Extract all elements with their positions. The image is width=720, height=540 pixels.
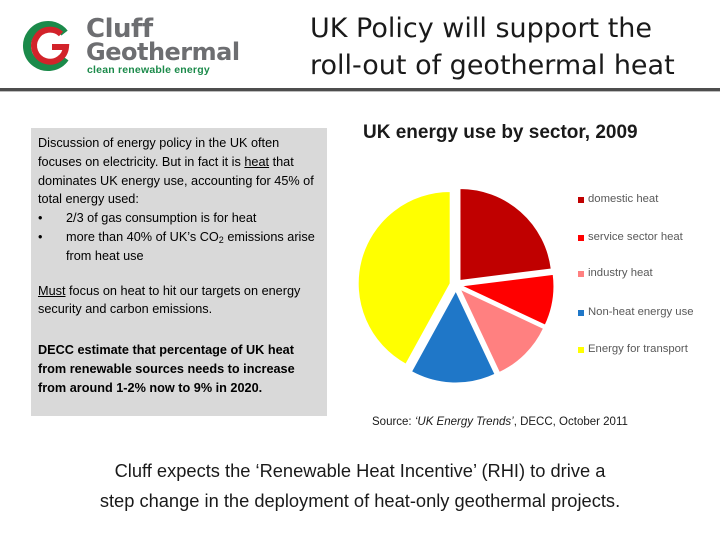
- slide-title: UK Policy will support the roll-out of g…: [310, 10, 710, 84]
- legend-label: Non-heat energy use: [588, 306, 694, 318]
- legend-swatch: [578, 271, 584, 277]
- legend-swatch: [578, 310, 584, 316]
- title-divider: [0, 88, 720, 91]
- chart-title: UK energy use by sector, 2009: [363, 122, 638, 143]
- pie-slice-industry-heat: [459, 288, 545, 374]
- pie-slice-domestic-heat: [459, 187, 552, 282]
- bullet-icon: •: [38, 229, 43, 244]
- focus-paragraph: Must focus on heat to hit our targets on…: [38, 282, 321, 320]
- legend-swatch: [578, 347, 584, 353]
- legend-label: domestic heat: [588, 193, 659, 205]
- cluff-geothermal-logo: Cluff Geothermal clean renewable energy: [22, 14, 262, 76]
- decc-estimate-paragraph: DECC estimate that percentage of UK heat…: [38, 343, 295, 395]
- rhi-statement-line-2: step change in the deployment of heat-on…: [99, 490, 621, 511]
- title-divider-shadow: [0, 91, 720, 92]
- legend-label: service sector heat: [588, 231, 683, 243]
- logo-mark-icon: [22, 20, 73, 71]
- energy-use-pie-chart: [357, 187, 555, 384]
- bullet-icon: •: [38, 211, 43, 226]
- bullet-co2: • more than 40% of UK’s CO2 emissions ari…: [38, 228, 321, 266]
- pie-slice-energy-for-transport: [357, 191, 451, 365]
- rhi-statement-line-1: Cluff expects the ‘Renewable Heat Incent…: [114, 460, 606, 481]
- co2-subscript: 2: [218, 234, 224, 245]
- slide-title-line-2: roll-out of geothermal heat: [310, 50, 675, 81]
- bullet-gas-text: 2/3 of gas consumption is for heat: [66, 211, 257, 226]
- bullet-list: • 2/3 of gas consumption is for heat • mor…: [38, 209, 321, 265]
- intro-paragraph: Discussion of energy policy in the UK of…: [38, 134, 321, 209]
- focus-underlined-word: Must: [38, 283, 66, 298]
- rhi-statement: Cluff expects the ‘Renewable Heat Incent…: [40, 456, 680, 516]
- intro-text: Discussion of energy policy in the UK of…: [38, 136, 280, 169]
- source-publication: ‘UK Energy Trends’: [414, 416, 514, 428]
- logo-tagline: clean renewable energy: [87, 64, 210, 76]
- legend-label: industry heat: [588, 267, 653, 279]
- bullet-co2-text: more than 40% of UK’s CO: [66, 229, 219, 244]
- intro-underlined-word: heat: [244, 154, 270, 169]
- bullet-co2-text-end: emissions arise from heat use: [66, 229, 315, 263]
- bullet-gas: • 2/3 of gas consumption is for heat: [38, 209, 321, 228]
- legend-swatch: [578, 235, 584, 241]
- pie-slice-non-heat-energy-use: [410, 289, 496, 384]
- logo-text-cluff: Cluff: [86, 14, 153, 44]
- logo-text-geothermal: Geothermal: [86, 38, 240, 66]
- policy-text-box: Discussion of energy policy in the UK of…: [31, 128, 327, 416]
- legend-label: Energy for transport: [588, 343, 688, 355]
- source-details: , DECC, October 2011: [513, 416, 628, 428]
- focus-text: focus on heat to hit our targets on ener…: [38, 283, 301, 317]
- intro-text-end: that dominates UK energy use, accounting…: [38, 154, 314, 207]
- pie-slice-service-sector-heat: [460, 273, 555, 326]
- chart-source: Source: ‘UK Energy Trends’, DECC, Octobe…: [372, 416, 628, 428]
- slide-title-line-1: UK Policy will support the: [310, 13, 653, 44]
- legend-swatch: [578, 197, 584, 203]
- source-prefix: Source:: [372, 416, 415, 428]
